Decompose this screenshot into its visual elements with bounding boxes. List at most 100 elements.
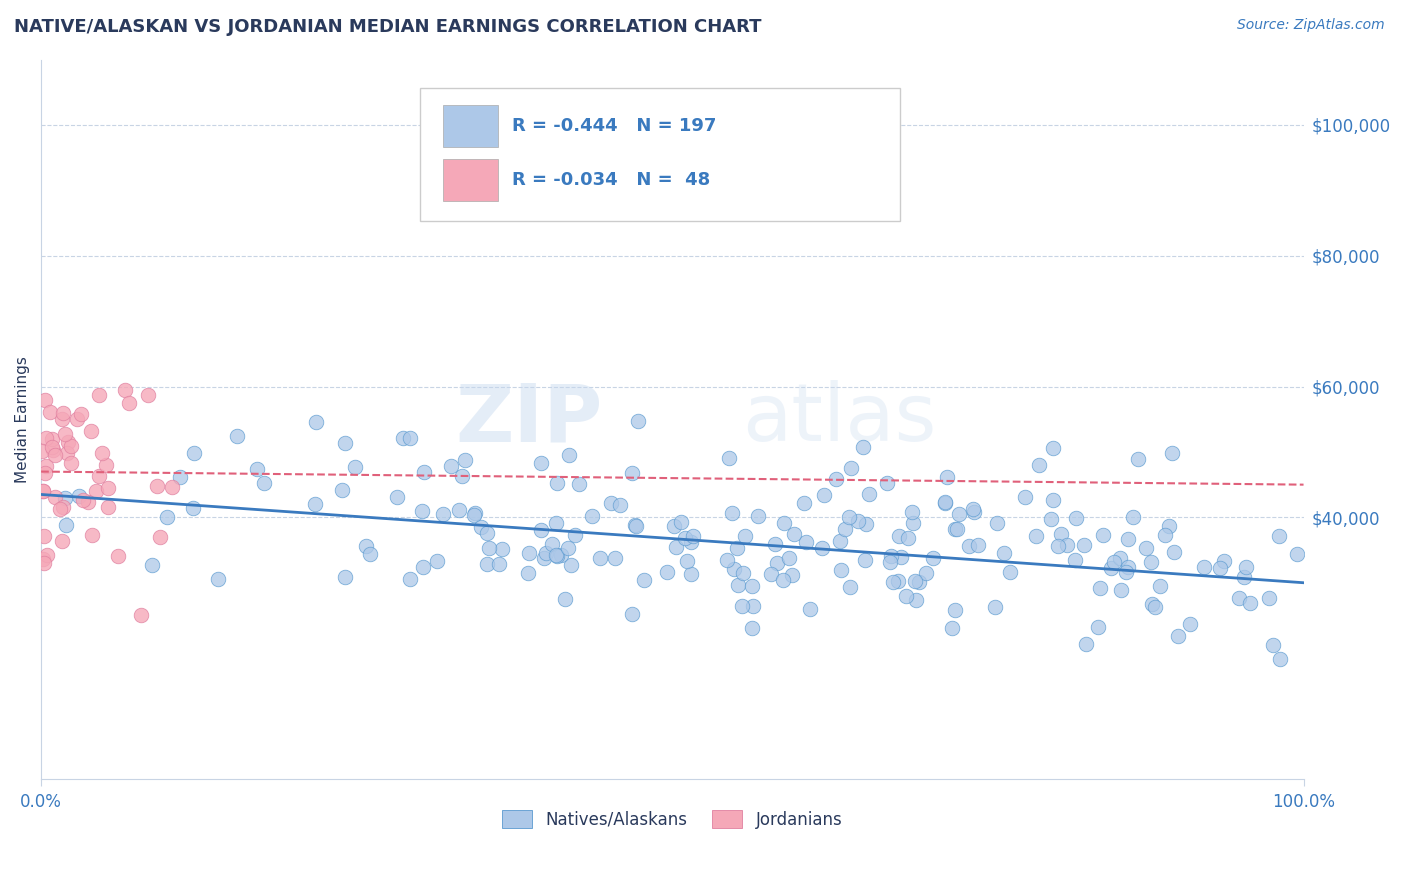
Point: [890, 550, 912, 565]
Point: [858, 487, 880, 501]
Point: [149, 531, 172, 545]
Point: [97, 481, 120, 495]
FancyBboxPatch shape: [420, 88, 900, 221]
Point: [1270, 652, 1292, 666]
Point: [772, 573, 794, 587]
Point: [546, 549, 568, 563]
Point: [778, 551, 800, 566]
Point: [747, 508, 769, 523]
Point: [181, 501, 204, 516]
Point: [841, 461, 863, 475]
Point: [560, 558, 582, 572]
Point: [41, 442, 63, 457]
Point: [624, 519, 647, 533]
Point: [333, 436, 356, 450]
Point: [491, 541, 513, 556]
Point: [475, 557, 498, 571]
Point: [107, 549, 129, 563]
Point: [80, 528, 103, 542]
Point: [623, 518, 645, 533]
Point: [1025, 528, 1047, 542]
Point: [1042, 441, 1064, 455]
Point: [1285, 547, 1308, 561]
Point: [129, 608, 152, 623]
Point: [936, 469, 959, 483]
Point: [716, 553, 738, 567]
Point: [1111, 583, 1133, 598]
Point: [35, 431, 58, 445]
Point: [412, 466, 434, 480]
Point: [160, 480, 183, 494]
Point: [962, 501, 984, 516]
Point: [530, 523, 553, 537]
Point: [568, 476, 591, 491]
Point: [534, 546, 557, 560]
Point: [665, 541, 688, 555]
Point: [782, 568, 804, 582]
Point: [517, 566, 540, 581]
Point: [440, 458, 463, 473]
Point: [914, 566, 936, 580]
Point: [718, 451, 741, 466]
Point: [673, 531, 696, 545]
Point: [32, 556, 55, 570]
Point: [44, 490, 66, 504]
Point: [887, 574, 910, 588]
Point: [908, 574, 931, 589]
Point: [49, 501, 72, 516]
Point: [304, 497, 326, 511]
Point: [32, 529, 55, 543]
Point: [811, 541, 834, 555]
Point: [52, 500, 75, 514]
Point: [1142, 598, 1164, 612]
Point: [1066, 511, 1088, 525]
Point: [681, 534, 703, 549]
Point: [609, 499, 631, 513]
Point: [1154, 528, 1177, 542]
Point: [1102, 555, 1125, 569]
Point: [34, 458, 56, 473]
Point: [934, 496, 956, 510]
Point: [76, 494, 98, 508]
Point: [879, 555, 901, 569]
Point: [253, 476, 276, 491]
Point: [1073, 538, 1095, 552]
Point: [226, 429, 249, 443]
Point: [52, 406, 75, 420]
Point: [880, 549, 903, 563]
Point: [31, 444, 53, 458]
Point: [35, 548, 58, 562]
FancyBboxPatch shape: [443, 159, 498, 202]
Point: [904, 574, 927, 588]
Point: [463, 508, 485, 523]
Point: [725, 541, 748, 555]
Point: [882, 575, 904, 590]
Point: [1126, 451, 1149, 466]
Point: [470, 519, 492, 533]
Point: [51, 534, 73, 549]
Text: atlas: atlas: [742, 380, 936, 458]
Point: [627, 413, 650, 427]
Point: [477, 526, 499, 541]
Point: [432, 507, 454, 521]
Point: [136, 387, 159, 401]
Point: [1161, 446, 1184, 460]
Point: [957, 539, 980, 553]
Point: [330, 483, 353, 497]
Point: [1263, 638, 1285, 652]
Point: [34, 467, 56, 481]
Point: [905, 593, 928, 607]
Point: [66, 412, 89, 426]
Point: [1227, 591, 1250, 606]
Point: [55, 446, 77, 460]
Point: [305, 415, 328, 429]
Point: [39, 405, 62, 419]
Point: [1239, 596, 1261, 610]
Point: [946, 522, 969, 536]
Point: [141, 558, 163, 573]
Point: [921, 551, 943, 566]
Point: [1149, 579, 1171, 593]
Point: [599, 496, 621, 510]
Point: [1088, 582, 1111, 596]
Point: [70, 408, 93, 422]
